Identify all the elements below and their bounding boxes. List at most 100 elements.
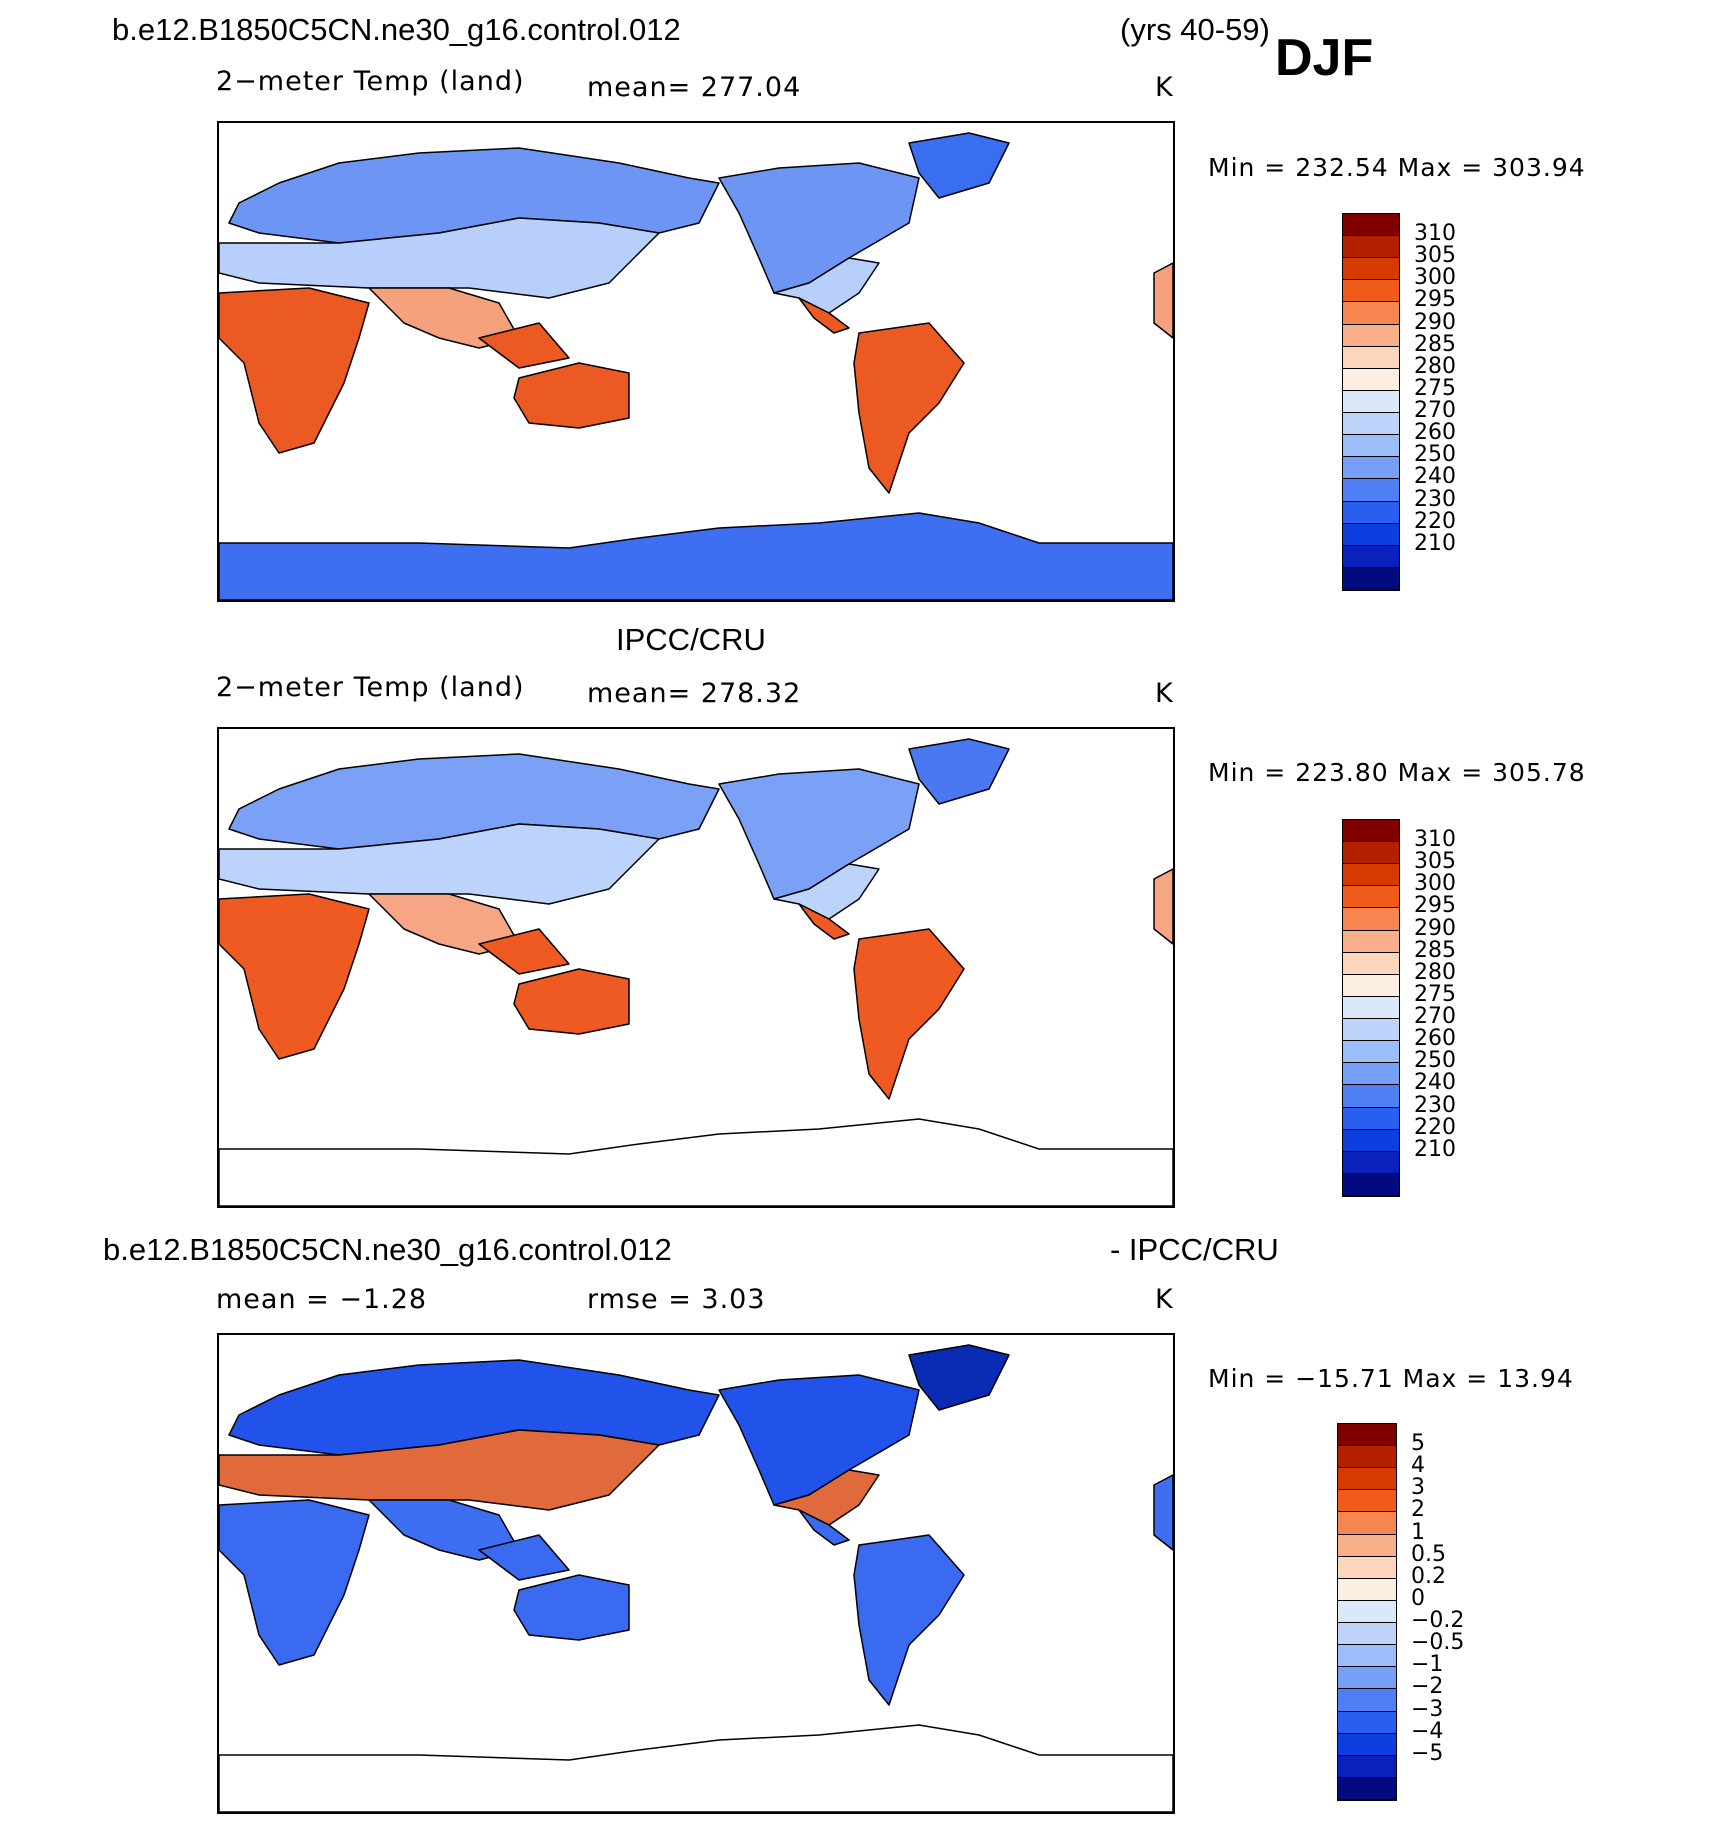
colorbar-swatch bbox=[1338, 1755, 1396, 1778]
colorbar-label: 295 bbox=[1414, 893, 1456, 919]
colorbar-swatch bbox=[1338, 1667, 1396, 1690]
panel1-colorbar bbox=[1342, 213, 1400, 591]
colorbar-label: −4 bbox=[1411, 1718, 1444, 1744]
australia bbox=[513, 362, 630, 429]
colorbar-label: 210 bbox=[1414, 1136, 1456, 1162]
africa bbox=[219, 893, 370, 1060]
colorbar-swatch bbox=[1338, 1512, 1396, 1535]
colorbar-swatch bbox=[1343, 1107, 1399, 1130]
colorbar-label: −1 bbox=[1411, 1652, 1444, 1678]
panel3-mean: mean = −1.28 bbox=[216, 1284, 428, 1315]
panel2-mean: mean= 278.32 bbox=[587, 678, 802, 709]
panel1-map-canvas bbox=[219, 132, 1173, 600]
colorbar-label: −0.5 bbox=[1411, 1630, 1465, 1656]
colorbar-label: −5 bbox=[1411, 1740, 1444, 1766]
colorbar-label: −2 bbox=[1411, 1674, 1444, 1700]
colorbar-label: 1 bbox=[1411, 1519, 1425, 1545]
colorbar-swatch bbox=[1343, 324, 1399, 347]
colorbar-swatch bbox=[1338, 1446, 1396, 1469]
central-america bbox=[798, 297, 850, 334]
colorbar-swatch bbox=[1343, 390, 1399, 414]
colorbar-label: 275 bbox=[1414, 981, 1456, 1007]
panel3-minmax: Min = −15.71 Max = 13.94 bbox=[1208, 1364, 1574, 1393]
colorbar-swatch bbox=[1343, 457, 1399, 480]
colorbar-label: 270 bbox=[1414, 1004, 1456, 1030]
colorbar-label: 210 bbox=[1414, 530, 1456, 556]
north-america bbox=[718, 162, 920, 294]
central-america bbox=[798, 1509, 850, 1546]
colorbar-label: 220 bbox=[1414, 1114, 1456, 1140]
panel3-units: K bbox=[1155, 1284, 1174, 1315]
greenland bbox=[908, 1344, 1010, 1411]
se-asia bbox=[478, 322, 570, 369]
colorbar-swatch bbox=[1343, 1041, 1399, 1064]
colorbar-swatch bbox=[1338, 1556, 1396, 1579]
colorbar-swatch bbox=[1343, 1151, 1399, 1174]
panel2-variable: 2−meter Temp (land) bbox=[216, 672, 525, 703]
west-africa-edge bbox=[1153, 868, 1173, 945]
colorbar-swatch bbox=[1338, 1645, 1396, 1668]
colorbar-label: 305 bbox=[1414, 243, 1456, 269]
colorbar-swatch bbox=[1343, 302, 1399, 325]
colorbar-swatch bbox=[1343, 214, 1399, 237]
colorbar-label: 260 bbox=[1414, 420, 1456, 446]
colorbar-swatch bbox=[1343, 413, 1399, 436]
colorbar-label: 250 bbox=[1414, 1048, 1456, 1074]
colorbar-label: 260 bbox=[1414, 1026, 1456, 1052]
colorbar-swatch bbox=[1343, 435, 1399, 458]
colorbar-label: 300 bbox=[1414, 265, 1456, 291]
colorbar-swatch bbox=[1343, 930, 1399, 953]
colorbar-label: 270 bbox=[1414, 398, 1456, 424]
south-america bbox=[853, 928, 965, 1100]
colorbar-swatch bbox=[1343, 1063, 1399, 1086]
colorbar-swatch bbox=[1343, 952, 1399, 975]
colorbar-label: 305 bbox=[1414, 849, 1456, 875]
season-label: DJF bbox=[1275, 29, 1374, 87]
colorbar-label: 2 bbox=[1411, 1497, 1425, 1523]
colorbar-label: 0.2 bbox=[1411, 1563, 1446, 1589]
colorbar-label: 240 bbox=[1414, 1070, 1456, 1096]
colorbar-swatch bbox=[1343, 996, 1399, 1020]
panel3-colorbar bbox=[1337, 1423, 1397, 1801]
eurasia-mid bbox=[219, 1429, 660, 1511]
colorbar-swatch bbox=[1343, 886, 1399, 909]
greenland bbox=[908, 132, 1010, 199]
colorbar-swatch bbox=[1343, 974, 1399, 997]
colorbar-swatch bbox=[1338, 1623, 1396, 1646]
panel2-units: K bbox=[1155, 678, 1174, 709]
colorbar-label: 310 bbox=[1414, 827, 1456, 853]
colorbar-swatch bbox=[1343, 1129, 1399, 1152]
colorbar-swatch bbox=[1343, 368, 1399, 391]
colorbar-swatch bbox=[1338, 1534, 1396, 1557]
colorbar-swatch bbox=[1338, 1468, 1396, 1491]
colorbar-swatch bbox=[1338, 1600, 1396, 1624]
colorbar-label: 275 bbox=[1414, 375, 1456, 401]
west-africa-edge bbox=[1153, 262, 1173, 339]
panel2-title: IPCC/CRU bbox=[616, 622, 766, 657]
colorbar-label: 290 bbox=[1414, 309, 1456, 335]
greenland bbox=[908, 738, 1010, 805]
panel1-variable: 2−meter Temp (land) bbox=[216, 66, 525, 97]
colorbar-swatch bbox=[1338, 1689, 1396, 1712]
colorbar-label: −3 bbox=[1411, 1696, 1444, 1722]
se-asia bbox=[478, 1534, 570, 1581]
colorbar-swatch bbox=[1343, 258, 1399, 281]
colorbar-label: 230 bbox=[1414, 1092, 1456, 1118]
west-africa-edge bbox=[1153, 1474, 1173, 1551]
colorbar-label: 4 bbox=[1411, 1453, 1425, 1479]
eurasia-north bbox=[228, 753, 720, 850]
panel3-map-canvas bbox=[219, 1344, 1173, 1812]
colorbar-swatch bbox=[1343, 1019, 1399, 1042]
se-asia bbox=[478, 928, 570, 975]
colorbar-swatch bbox=[1343, 523, 1399, 546]
north-america bbox=[718, 768, 920, 900]
colorbar-swatch bbox=[1343, 280, 1399, 303]
panel1-minmax: Min = 232.54 Max = 303.94 bbox=[1208, 153, 1586, 182]
colorbar-label: 3 bbox=[1411, 1475, 1425, 1501]
colorbar-swatch bbox=[1343, 864, 1399, 887]
eurasia-north bbox=[228, 1359, 720, 1456]
colorbar-label: 295 bbox=[1414, 287, 1456, 313]
eurasia-mid bbox=[219, 217, 660, 299]
colorbar-swatch bbox=[1338, 1777, 1396, 1800]
panel2-minmax: Min = 223.80 Max = 305.78 bbox=[1208, 758, 1586, 787]
